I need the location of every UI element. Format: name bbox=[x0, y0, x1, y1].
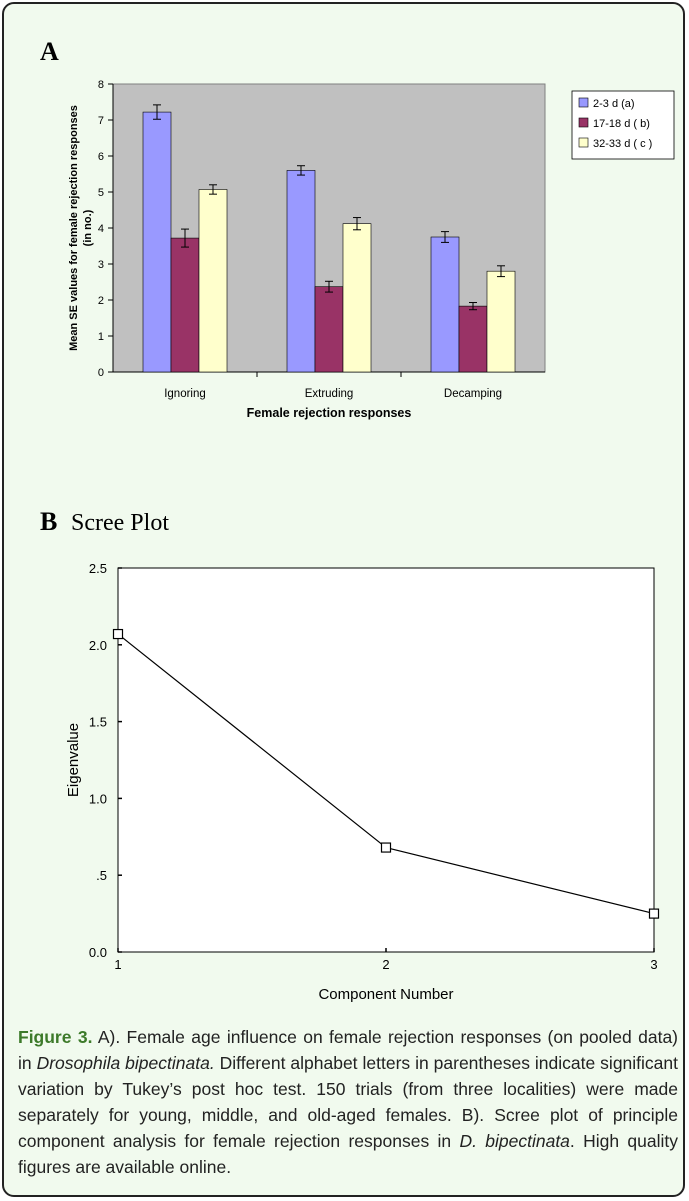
x-tick-label: 1 bbox=[114, 957, 121, 972]
panel-b-letter: B bbox=[40, 507, 57, 536]
legend-swatch bbox=[578, 97, 589, 108]
bar bbox=[286, 170, 316, 373]
x-tick-label: Ignoring bbox=[164, 388, 206, 400]
bar bbox=[170, 237, 200, 373]
bar bbox=[142, 111, 172, 373]
y-tick-label: 0.0 bbox=[89, 945, 107, 960]
legend-box bbox=[571, 90, 675, 160]
y-tick-label: 1.0 bbox=[89, 791, 107, 806]
caption-text-1: A). Female age influence on female rejec… bbox=[18, 1027, 679, 1073]
panel-a-letter: A bbox=[40, 37, 59, 66]
legend-label: 32-33 d ( c ) bbox=[593, 138, 652, 150]
bar bbox=[198, 189, 228, 373]
legend-label: 2-3 d (a) bbox=[593, 98, 635, 110]
figure-caption: Figure 3. A). Female age influence on fe… bbox=[18, 1024, 678, 1180]
y-tick-label: 5 bbox=[98, 187, 104, 199]
y-tick-label: 0 bbox=[98, 367, 104, 379]
y-axis-label-line-1: Mean SE values for female rejection resp… bbox=[68, 105, 80, 351]
bar bbox=[486, 270, 516, 373]
data-point bbox=[648, 908, 660, 919]
y-tick-label: 2.0 bbox=[89, 638, 107, 653]
y-tick-label: 2.5 bbox=[89, 561, 107, 576]
caption-text-2: Different alphabet letters in parenthese… bbox=[18, 1053, 679, 1151]
caption-species-1: Drosophila bipectinata. bbox=[36, 1053, 215, 1073]
y-tick-label: 1 bbox=[98, 331, 104, 343]
x-axis-label: Component Number bbox=[318, 986, 453, 1003]
y-tick-label: 6 bbox=[98, 151, 104, 163]
bar bbox=[458, 305, 488, 373]
x-tick-label: Extruding bbox=[305, 388, 354, 400]
legend-label: 17-18 d ( b) bbox=[593, 118, 650, 130]
y-axis-label: Mean SE values for female rejection resp… bbox=[68, 105, 94, 351]
legend-swatch bbox=[578, 117, 589, 128]
caption-species-2: D. bipectinata bbox=[459, 1131, 570, 1151]
caption-label: Figure 3. bbox=[18, 1027, 93, 1047]
y-axis-label-line-2: (in no.) bbox=[82, 209, 94, 246]
bar bbox=[314, 286, 344, 373]
data-point bbox=[112, 628, 124, 640]
y-tick-label: 7 bbox=[98, 115, 104, 127]
scree-plot-b: B Scree Plot 0.0 .5 1.0 1.5 2.0 2.5 1 2 3 Compone… bbox=[40, 507, 660, 1003]
x-tick-label: Decamping bbox=[444, 388, 502, 400]
data-point bbox=[380, 842, 392, 853]
x-tick-label: 2 bbox=[382, 957, 389, 972]
legend: 2-3 d (a) 17-18 d ( b) 32-33 d ( c ) bbox=[571, 90, 675, 160]
y-tick-label: 2 bbox=[98, 295, 104, 307]
y-tick-label: 3 bbox=[98, 259, 104, 271]
y-tick-label: 1.5 bbox=[89, 715, 107, 730]
y-tick-label: 4 bbox=[98, 223, 104, 235]
bar bbox=[430, 236, 460, 373]
caption-text-3: . High quality figures are available onl… bbox=[18, 1131, 678, 1177]
bar-chart-a: A 0 1 2 3 4 5 6 7 8 Ignoring Extruding Decamping Fem… bbox=[40, 37, 675, 420]
y-tick-label: .5 bbox=[96, 868, 107, 883]
plot-area bbox=[117, 567, 655, 953]
x-axis-label: Female rejection responses bbox=[247, 406, 412, 420]
y-tick-label: 8 bbox=[98, 79, 104, 91]
y-axis-label: Eigenvalue bbox=[65, 723, 82, 797]
scree-plot-title: Scree Plot bbox=[71, 510, 169, 536]
x-tick-label: 3 bbox=[650, 957, 657, 972]
bar bbox=[342, 223, 372, 373]
legend-swatch bbox=[578, 137, 589, 148]
